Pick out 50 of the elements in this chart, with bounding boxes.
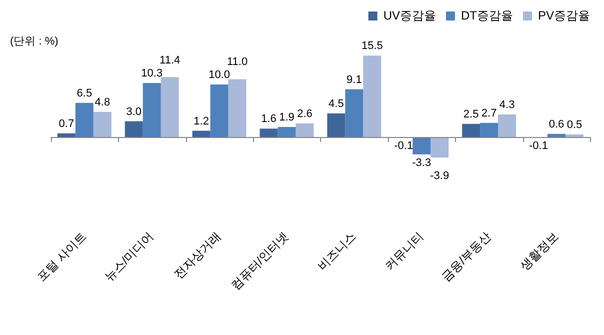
data-label: 1.2 [194, 115, 209, 128]
text: (단위 : %) [10, 36, 58, 48]
bar [228, 79, 246, 138]
bar [462, 124, 480, 138]
data-label: 11.0 [226, 56, 248, 68]
bar [547, 134, 566, 138]
data-label: -3.9 [430, 170, 450, 182]
bar [75, 102, 94, 138]
data-label: 3.0 [126, 106, 142, 118]
data-label: 6.5 [76, 87, 92, 100]
data-label: 15.5 [361, 40, 383, 52]
data-label: 0.7 [58, 118, 74, 130]
data-label: 10.3 [141, 67, 163, 80]
bar [412, 137, 431, 154]
data-label: 4.5 [328, 98, 344, 110]
bar [327, 113, 346, 138]
data-label: 2.5 [463, 108, 479, 120]
bar [142, 82, 161, 138]
legend-label: UV증감율 [383, 8, 436, 22]
bar [498, 114, 516, 138]
bar [260, 128, 278, 138]
bar [430, 137, 449, 158]
legend-label: PV증감율 [538, 8, 590, 22]
bar [345, 89, 364, 138]
data-label: 11.4 [160, 54, 180, 66]
data-label: 1.9 [279, 112, 294, 124]
data-label: -0.1 [529, 140, 548, 152]
bar [480, 122, 498, 138]
bar [124, 121, 143, 138]
data-label: 4.3 [499, 98, 515, 111]
data-label: 10.0 [208, 69, 230, 82]
bar [210, 84, 228, 138]
bar [93, 112, 112, 138]
bar [278, 127, 296, 138]
data-label: 0.5 [566, 118, 582, 131]
data-label: 9.1 [346, 74, 362, 86]
data-label: 2.6 [297, 108, 312, 120]
bar [160, 77, 179, 138]
data-label: 2.7 [481, 107, 497, 120]
bar [57, 133, 76, 138]
bar [565, 134, 584, 138]
bar [296, 123, 314, 138]
bar [192, 130, 210, 138]
data-label: 4.8 [94, 96, 110, 108]
legend-label: DT증감율 [460, 8, 513, 22]
data-label: 1.6 [261, 113, 276, 126]
data-label: 0.6 [548, 118, 564, 130]
bar [363, 56, 382, 138]
data-label: -3.3 [412, 156, 432, 169]
data-label: -0.1 [394, 140, 414, 152]
